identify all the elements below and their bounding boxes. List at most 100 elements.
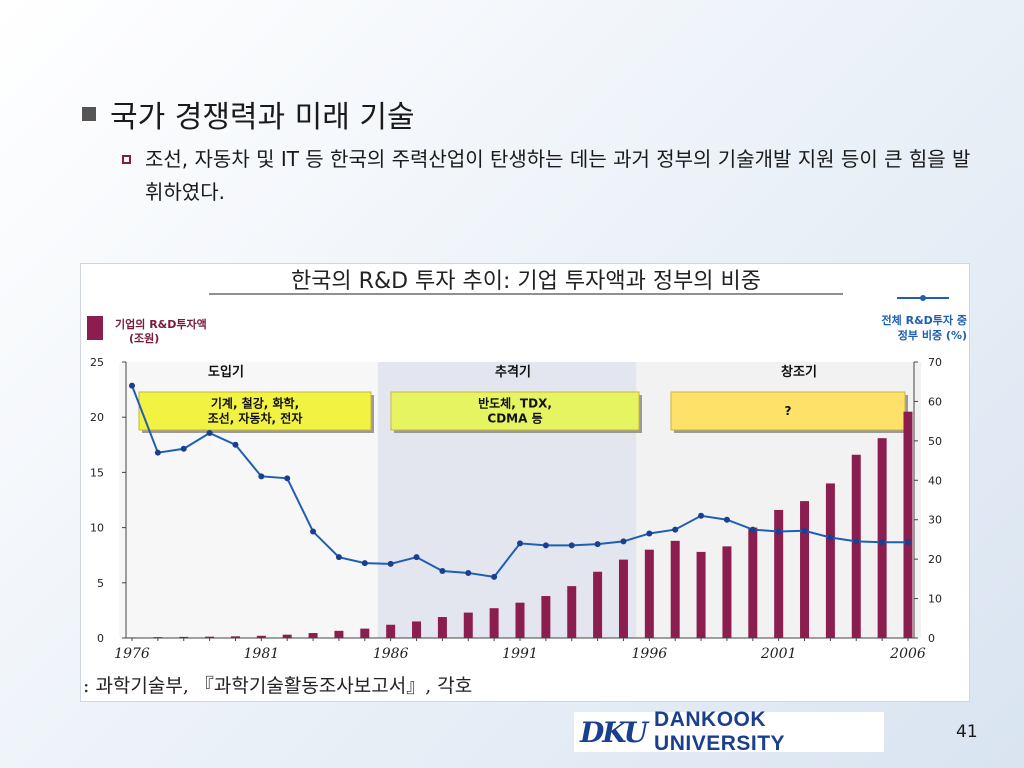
sub-bullet: 조선, 자동차 및 IT 등 한국의 주력산업이 탄생하는 데는 과거 정부의 … <box>122 143 982 209</box>
line-point <box>879 539 886 546</box>
line-point <box>905 539 911 546</box>
left-tick-label: 5 <box>97 577 104 590</box>
right-tick-label: 10 <box>928 593 942 606</box>
right-tick-label: 70 <box>928 356 942 369</box>
bar <box>800 501 810 638</box>
bar <box>230 636 240 638</box>
line-point <box>672 526 679 533</box>
line-point <box>853 538 860 545</box>
bar-legend-unit: (조원) <box>129 331 159 345</box>
bar <box>825 483 835 638</box>
bar-legend-text: 기업의 R&D투자액 <box>115 317 207 331</box>
line-point <box>154 449 161 456</box>
page-number: 41 <box>956 722 978 742</box>
period-box <box>390 391 640 431</box>
right-tick-label: 30 <box>928 514 942 527</box>
period-name: 추격기 <box>495 364 531 380</box>
x-tick-label: 1991 <box>502 646 538 662</box>
line-point <box>465 569 472 576</box>
x-tick-label: 1986 <box>373 646 409 662</box>
bar <box>256 635 266 638</box>
bar <box>903 411 913 638</box>
bar <box>489 608 499 638</box>
university-logo: DKU DANKOOK UNIVERSITY <box>574 708 884 755</box>
chart-source: : 과학기술부, 『과학기술활동조사보고서』, 각호 <box>83 675 472 697</box>
period-box-text: 기계, 철강, 화학, <box>211 396 299 411</box>
line-point <box>646 530 653 537</box>
period-box <box>138 391 372 431</box>
x-tick-label: 1996 <box>632 646 668 662</box>
chart-title: 한국의 R&D 투자 추이: 기업 투자액과 정부의 비중 <box>291 269 761 294</box>
line-point <box>335 554 342 561</box>
bar <box>670 540 680 638</box>
line-point <box>180 445 187 452</box>
left-tick-label: 10 <box>90 522 104 535</box>
line-point <box>723 516 730 523</box>
line-point <box>542 542 549 549</box>
sub-bullet-text: 조선, 자동차 및 IT 등 한국의 주력산업이 탄생하는 데는 과거 정부의 … <box>145 147 971 204</box>
period-box-text: 반도체, TDX, <box>478 396 552 411</box>
bar <box>205 636 215 638</box>
line-point <box>594 541 601 548</box>
line-point <box>827 534 834 541</box>
square-bullet-icon <box>82 107 96 121</box>
line-legend-text: 전체 R&D투자 중 <box>882 313 967 327</box>
bar <box>360 628 370 638</box>
period-name: 도입기 <box>208 365 244 380</box>
line-point <box>310 528 317 535</box>
right-tick-label: 50 <box>928 435 942 448</box>
right-tick-label: 40 <box>928 474 942 487</box>
line-point <box>775 528 782 535</box>
x-tick-label: 2006 <box>889 646 926 662</box>
left-tick-label: 15 <box>90 466 104 479</box>
bar <box>127 637 137 639</box>
line-point <box>232 441 239 448</box>
line-legend-unit: 정부 비중 (%) <box>898 328 967 342</box>
bar <box>437 617 447 638</box>
bar-legend-swatch <box>87 316 103 340</box>
period-box-text: 조선, 자동차, 전자 <box>208 411 303 426</box>
period-box-text: CDMA 등 <box>487 412 542 426</box>
logo-text: DANKOOK UNIVERSITY <box>654 708 786 755</box>
line-point <box>620 538 627 545</box>
line-legend-marker <box>920 295 926 301</box>
line-point <box>801 527 808 534</box>
line-point <box>284 475 291 482</box>
line-point <box>568 542 575 549</box>
left-tick-label: 20 <box>90 411 104 424</box>
bar <box>877 438 887 638</box>
left-tick-label: 25 <box>90 356 104 369</box>
line-point <box>491 573 498 580</box>
bar <box>515 602 525 638</box>
line-point <box>361 560 368 567</box>
bar <box>696 551 706 638</box>
line-point <box>517 540 523 547</box>
slide-title-text: 국가 경쟁력과 미래 기술 <box>110 100 415 135</box>
bar <box>644 549 654 638</box>
left-tick-label: 0 <box>97 632 104 645</box>
bar <box>386 624 396 638</box>
bar <box>334 630 344 638</box>
bar <box>774 509 784 638</box>
right-tick-label: 0 <box>928 632 935 645</box>
bar <box>722 546 732 638</box>
bar <box>282 634 292 638</box>
right-tick-label: 20 <box>928 553 942 566</box>
x-tick-label: 2001 <box>760 646 797 662</box>
hollow-square-bullet-icon <box>122 155 131 164</box>
line-point <box>413 554 420 561</box>
bar <box>593 571 603 638</box>
line-point <box>749 526 756 533</box>
bar <box>748 527 758 638</box>
slide-title: 국가 경쟁력과 미래 기술 <box>82 92 415 136</box>
line-point <box>258 473 265 480</box>
bar <box>618 559 628 638</box>
line-point <box>439 567 446 574</box>
bar <box>851 454 861 638</box>
bar <box>567 586 577 638</box>
line-point <box>698 512 705 519</box>
period-box-text: ? <box>785 404 792 418</box>
period-name: 창조기 <box>781 364 817 380</box>
bar <box>179 636 189 638</box>
